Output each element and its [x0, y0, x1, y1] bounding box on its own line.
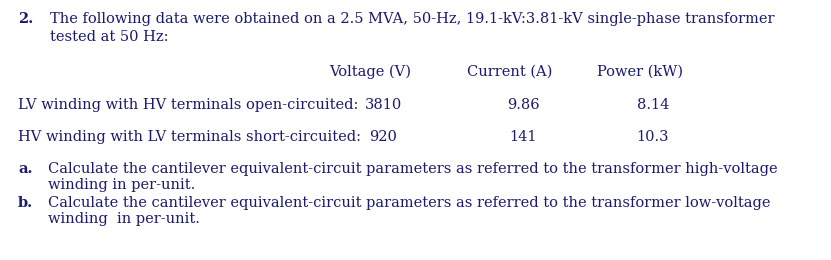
Text: Voltage (V): Voltage (V) — [329, 65, 411, 79]
Text: LV winding with HV terminals open-circuited:: LV winding with HV terminals open-circui… — [18, 98, 358, 112]
Text: HV winding with LV terminals short-circuited:: HV winding with LV terminals short-circu… — [18, 130, 361, 144]
Text: winding  in per-unit.: winding in per-unit. — [48, 212, 200, 226]
Text: Calculate the cantilever equivalent-circuit parameters as referred to the transf: Calculate the cantilever equivalent-circ… — [48, 196, 770, 210]
Text: The following data were obtained on a 2.5 MVA, 50-Hz, 19.1-kV:3.81-kV single-pha: The following data were obtained on a 2.… — [50, 12, 774, 26]
Text: a.: a. — [18, 162, 32, 176]
Text: 10.3: 10.3 — [637, 130, 669, 144]
Text: 2.: 2. — [18, 12, 33, 26]
Text: 141: 141 — [509, 130, 537, 144]
Text: Calculate the cantilever equivalent-circuit parameters as referred to the transf: Calculate the cantilever equivalent-circ… — [48, 162, 778, 176]
Text: Current (A): Current (A) — [467, 65, 553, 79]
Text: 8.14: 8.14 — [637, 98, 669, 112]
Text: tested at 50 Hz:: tested at 50 Hz: — [50, 30, 169, 44]
Text: 3810: 3810 — [364, 98, 401, 112]
Text: 9.86: 9.86 — [507, 98, 539, 112]
Text: 920: 920 — [369, 130, 397, 144]
Text: winding in per-unit.: winding in per-unit. — [48, 178, 195, 192]
Text: b.: b. — [18, 196, 33, 210]
Text: Power (kW): Power (kW) — [597, 65, 683, 79]
